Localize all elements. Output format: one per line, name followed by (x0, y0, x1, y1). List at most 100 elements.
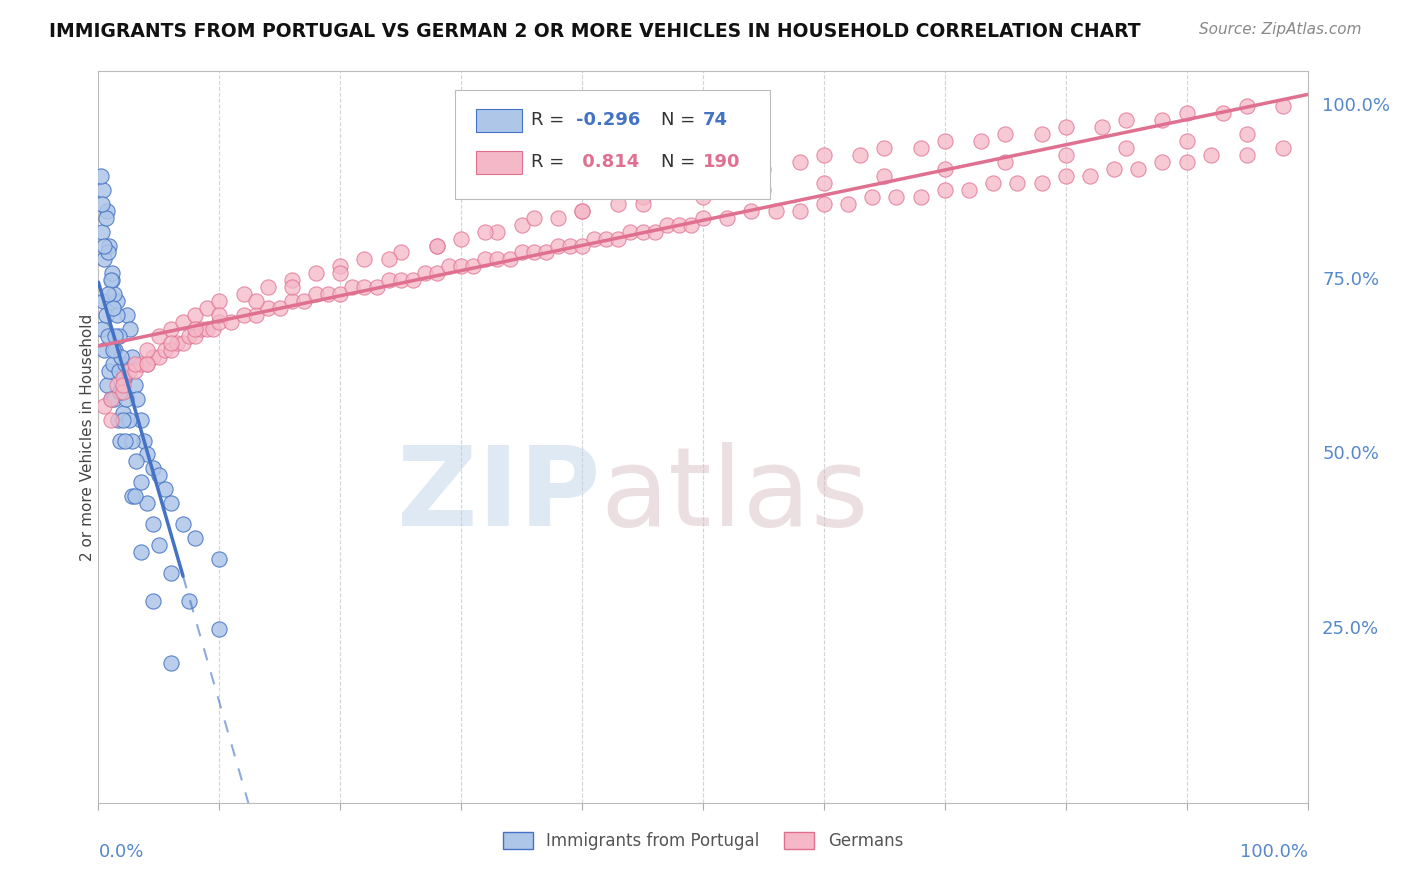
Point (413, 266, 436, 280)
Point (105, 294, 128, 309)
Point (547, 211, 569, 225)
Point (208, 622, 231, 636)
Point (342, 280, 364, 294)
Point (208, 294, 231, 309)
Point (498, 252, 520, 267)
Point (583, 231, 606, 245)
Point (571, 203, 593, 218)
Point (208, 308, 231, 322)
Point (101, 357, 124, 371)
Point (934, 183, 956, 197)
Text: 0.0%: 0.0% (98, 843, 143, 861)
Point (124, 364, 146, 378)
Point (486, 225, 509, 239)
Point (184, 322, 207, 336)
Point (94, 211, 117, 225)
Point (1236, 148, 1258, 162)
Point (765, 203, 787, 218)
Point (1152, 155, 1174, 169)
Point (91, 225, 114, 239)
Point (111, 384, 134, 399)
Point (1091, 120, 1114, 134)
Point (910, 190, 932, 204)
Text: 50.0%: 50.0% (1322, 445, 1379, 464)
Text: 100.0%: 100.0% (1322, 97, 1391, 115)
Point (377, 273, 399, 287)
Point (1175, 134, 1198, 148)
Point (426, 266, 449, 280)
Point (910, 141, 932, 155)
Point (184, 329, 207, 343)
Point (142, 517, 165, 532)
Point (103, 287, 125, 301)
Point (94, 308, 117, 322)
Point (105, 308, 128, 322)
Point (631, 190, 654, 204)
Point (179, 329, 201, 343)
Point (366, 280, 388, 294)
Point (1272, 141, 1295, 155)
Point (692, 190, 714, 204)
Point (118, 412, 141, 426)
Point (98, 364, 121, 378)
Point (160, 496, 183, 510)
Point (100, 273, 122, 287)
Point (389, 273, 412, 287)
Point (1199, 148, 1222, 162)
Point (402, 273, 425, 287)
Point (571, 203, 593, 218)
Point (558, 238, 581, 252)
Point (100, 273, 122, 287)
Point (135, 448, 157, 462)
Point (124, 357, 146, 371)
Point (281, 294, 304, 309)
Point (101, 343, 124, 357)
Point (1054, 169, 1077, 183)
Point (1031, 176, 1053, 190)
Point (100, 412, 122, 426)
Point (91, 294, 114, 309)
Point (111, 377, 134, 392)
Point (184, 531, 207, 545)
Point (752, 161, 775, 176)
FancyBboxPatch shape (475, 109, 522, 132)
Point (1175, 106, 1198, 120)
Point (1031, 127, 1053, 141)
Point (135, 357, 157, 371)
Point (849, 148, 872, 162)
Point (160, 657, 183, 671)
Point (789, 203, 811, 218)
Point (190, 322, 212, 336)
Point (668, 183, 690, 197)
Point (655, 218, 678, 232)
Point (426, 238, 449, 252)
Point (1152, 113, 1174, 128)
Point (142, 461, 165, 475)
FancyBboxPatch shape (456, 90, 769, 200)
Point (160, 322, 183, 336)
Point (111, 371, 134, 385)
Point (716, 211, 738, 225)
Text: IMMIGRANTS FROM PORTUGAL VS GERMAN 2 OR MORE VEHICLES IN HOUSEHOLD CORRELATION C: IMMIGRANTS FROM PORTUGAL VS GERMAN 2 OR … (49, 22, 1140, 41)
Point (93, 238, 115, 252)
Point (129, 412, 152, 426)
Point (934, 161, 956, 176)
Point (232, 308, 254, 322)
Point (91, 196, 114, 211)
Point (329, 266, 352, 280)
Point (108, 384, 131, 399)
Point (1236, 99, 1258, 113)
Point (860, 190, 883, 204)
Point (121, 434, 143, 448)
Text: N =: N = (661, 153, 695, 171)
Point (1236, 127, 1258, 141)
FancyBboxPatch shape (475, 151, 522, 175)
Point (994, 155, 1017, 169)
Text: -0.296: -0.296 (576, 111, 640, 128)
Point (179, 594, 201, 608)
Point (571, 238, 593, 252)
Point (115, 392, 138, 406)
Point (692, 176, 714, 190)
Point (114, 357, 136, 371)
Point (135, 496, 157, 510)
